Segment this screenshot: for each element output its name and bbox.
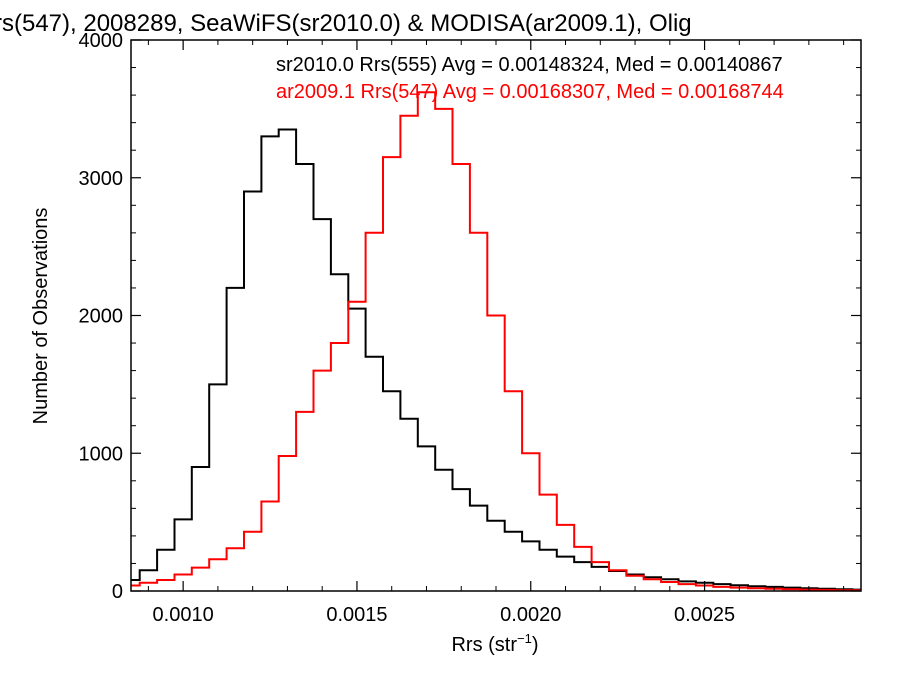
legend-entry-1: sr2010.0 Rrs(555) Avg = 0.00148324, Med … (276, 54, 783, 76)
series-layer (131, 91, 861, 592)
x-axis-label-close: ) (532, 634, 539, 656)
y-tick-label: 3000 (79, 168, 124, 190)
y-axis-label: Number of Observations (30, 208, 52, 425)
x-axis-label-superscript: −1 (517, 631, 532, 646)
series-line-2 (131, 91, 861, 592)
y-tick-label: 1000 (79, 443, 124, 465)
legend-entry-2: ar2009.1 Rrs(547) Avg = 0.00168307, Med … (276, 81, 784, 103)
y-tick-label: 2000 (79, 306, 124, 328)
x-axis-label: Rrs (str−1) (451, 631, 538, 656)
x-tick-label: 0.0015 (326, 604, 387, 626)
x-tick-label: 0.0025 (674, 604, 735, 626)
chart-title: rs(547), 2008289, SeaWiFS(sr2010.0) & MO… (0, 10, 692, 37)
x-axis-label-text: Rrs (str (451, 634, 517, 656)
legend: sr2010.0 Rrs(555) Avg = 0.00148324, Med … (276, 54, 784, 103)
axis-layer: 0.0010 0.0015 0.0020 0.0025 0 1000 2000 3000 400… (79, 30, 861, 626)
series-line-1 (131, 128, 861, 591)
y-tick-label: 0 (112, 581, 123, 603)
y-tick-label: 4000 (79, 30, 124, 52)
x-tick-label: 0.0010 (153, 604, 214, 626)
x-tick-label: 0.0020 (500, 604, 561, 626)
